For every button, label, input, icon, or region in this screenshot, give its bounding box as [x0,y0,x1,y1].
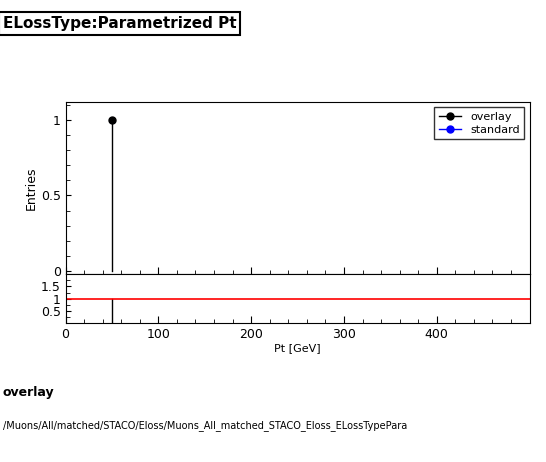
Y-axis label: Entries: Entries [25,166,38,210]
Text: /Muons/All/matched/STACO/Eloss/Muons_All_matched_STACO_Eloss_ELossTypePara: /Muons/All/matched/STACO/Eloss/Muons_All… [3,420,407,432]
Legend: overlay, standard: overlay, standard [435,107,524,140]
Text: ELossType:Parametrized Pt: ELossType:Parametrized Pt [3,16,236,31]
X-axis label: Pt [GeV]: Pt [GeV] [274,343,321,353]
Text: overlay: overlay [3,386,55,399]
